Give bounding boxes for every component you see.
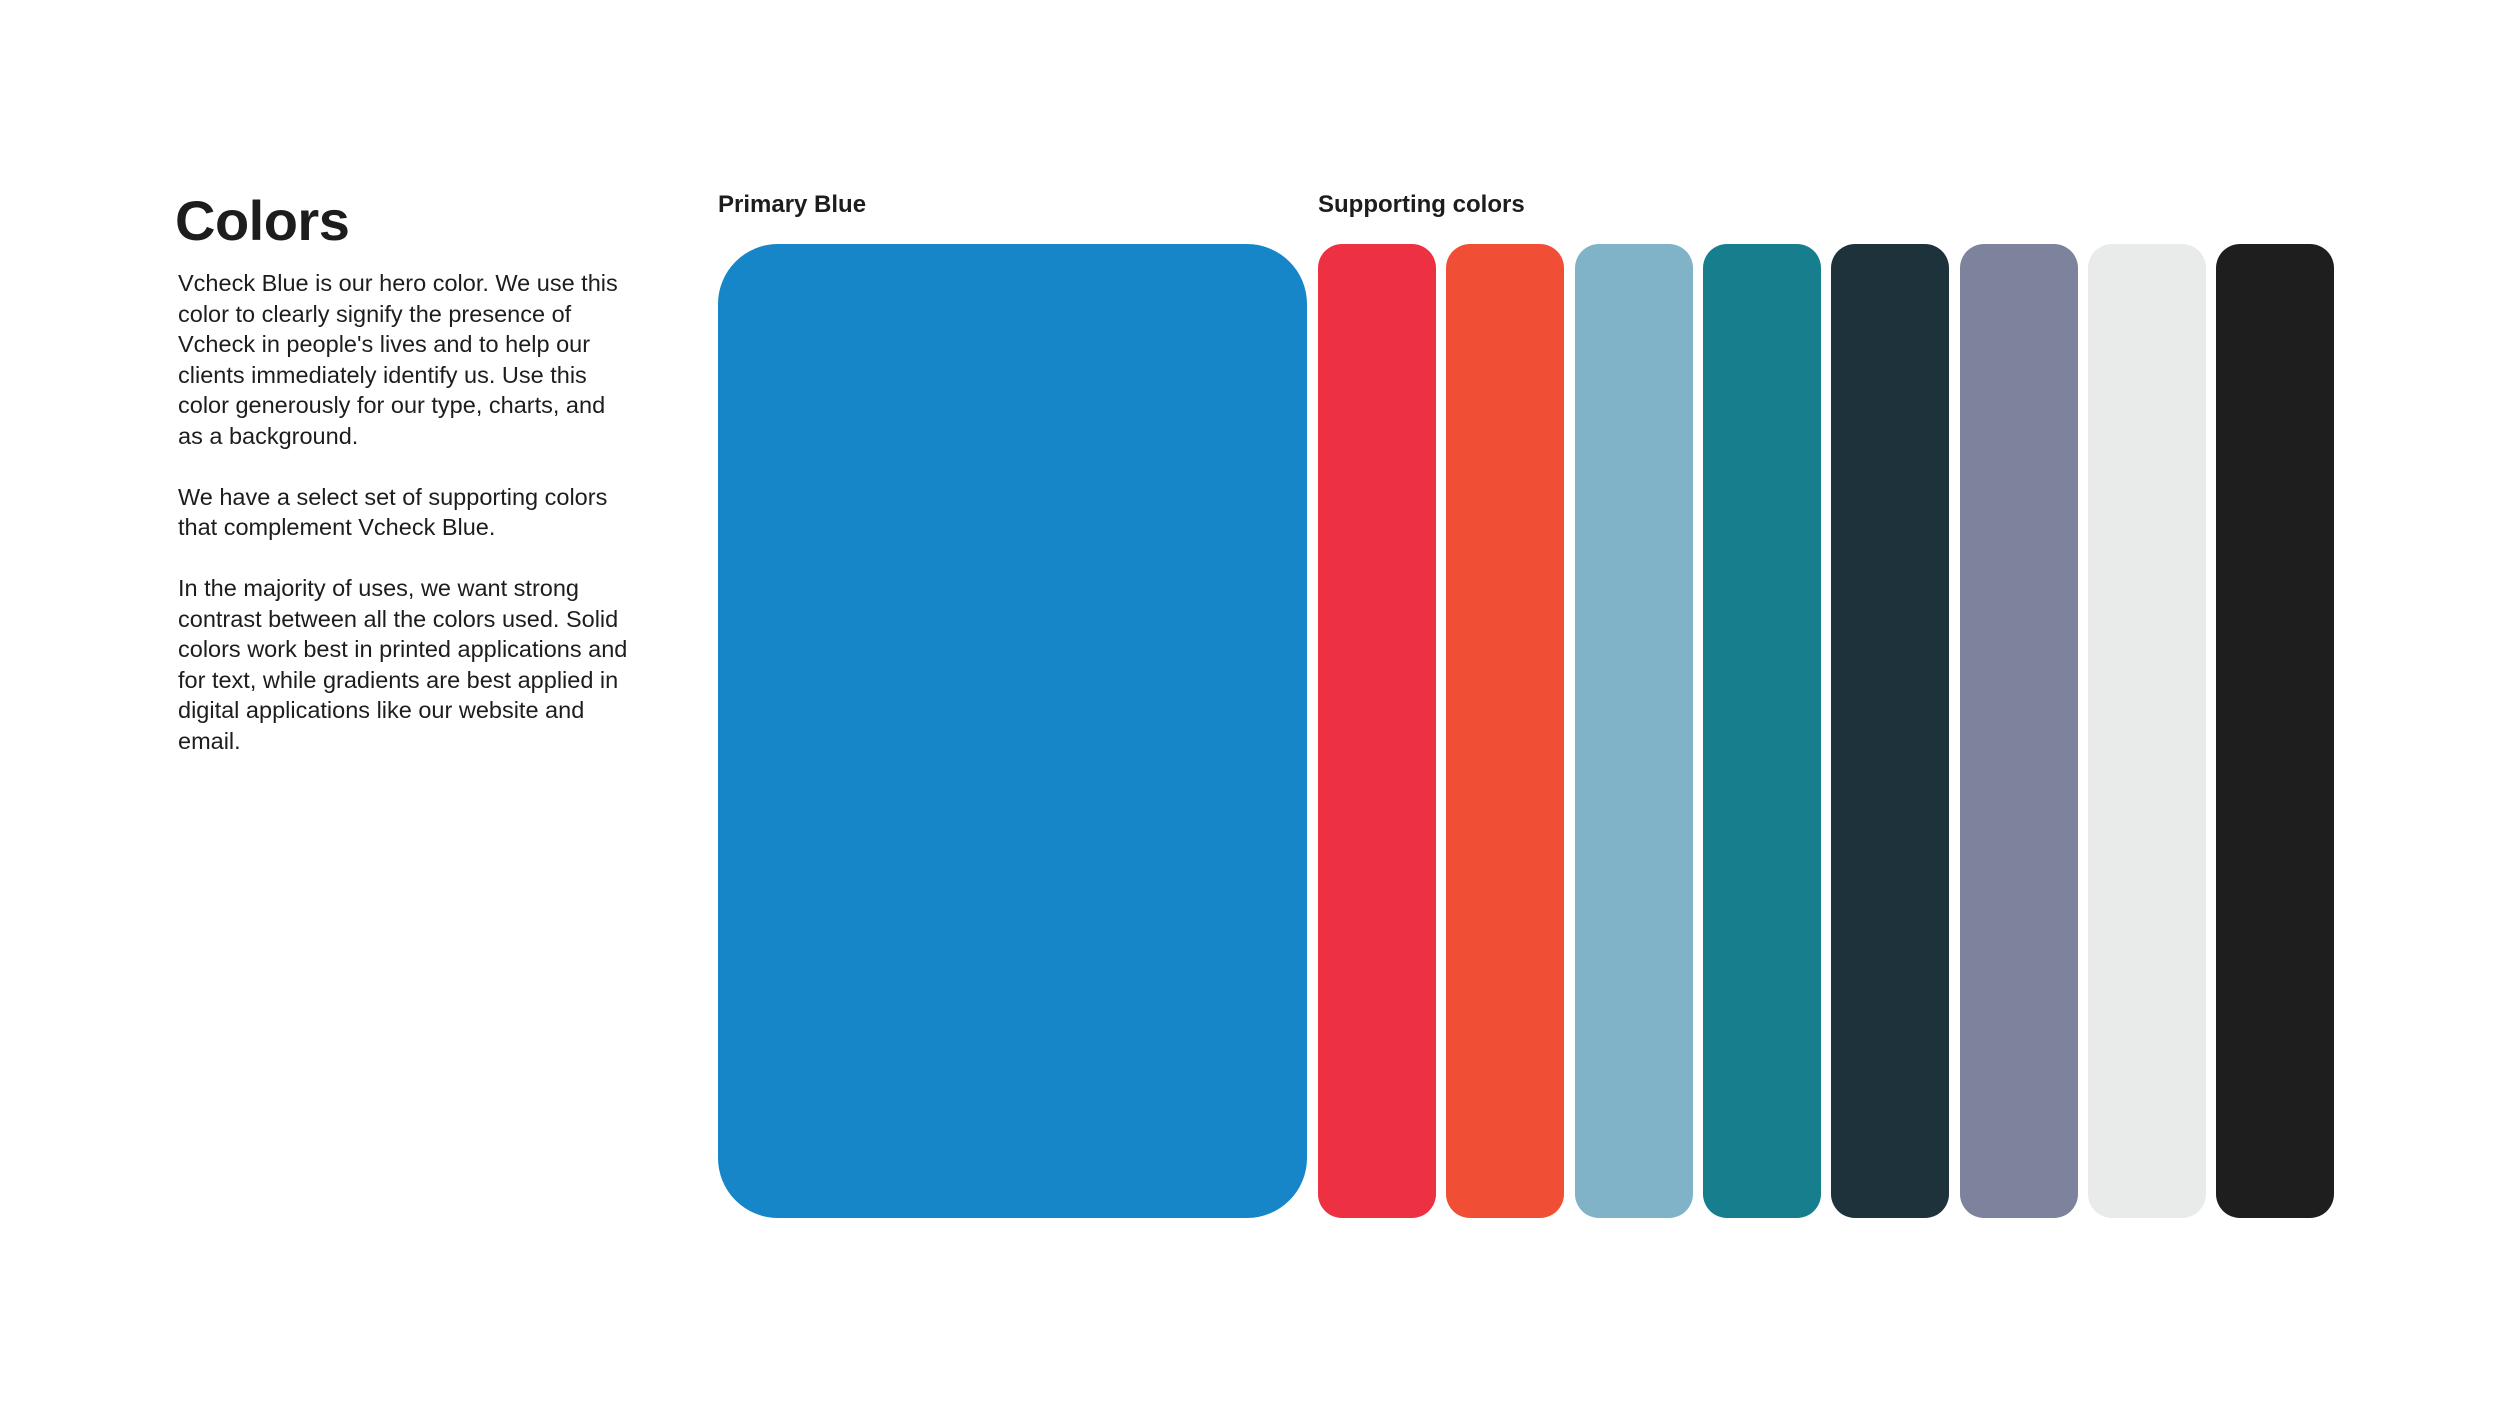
intro-paragraph-1: Vcheck Blue is our hero color. We use th… <box>178 270 618 449</box>
supporting-swatch-gray-blue <box>1960 244 2078 1218</box>
supporting-swatch-teal <box>1703 244 1821 1218</box>
supporting-swatch-red <box>1318 244 1436 1218</box>
supporting-swatch-dark-slate <box>1831 244 1949 1218</box>
intro-paragraph-3: In the majority of uses, we want strong … <box>178 575 628 754</box>
primary-blue-swatch <box>718 244 1307 1218</box>
supporting-swatch-black <box>2216 244 2334 1218</box>
supporting-swatch-orange <box>1446 244 1564 1218</box>
intro-paragraph-2: We have a select set of supporting color… <box>178 483 608 541</box>
supporting-swatch-light-blue <box>1575 244 1693 1218</box>
intro-text: Vcheck Blue is our hero color. We use th… <box>178 268 628 787</box>
supporting-colors-label: Supporting colors <box>1318 191 1525 218</box>
supporting-swatch-light-gray <box>2088 244 2206 1218</box>
primary-blue-label: Primary Blue <box>718 191 867 218</box>
page-title: Colors <box>175 189 350 252</box>
